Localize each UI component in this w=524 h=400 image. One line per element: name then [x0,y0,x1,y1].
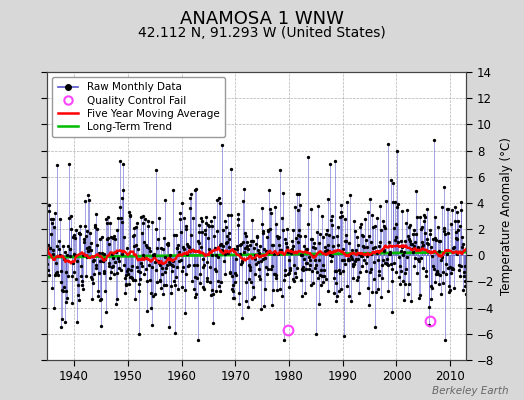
Y-axis label: Temperature Anomaly (°C): Temperature Anomaly (°C) [500,137,512,295]
Legend: Raw Monthly Data, Quality Control Fail, Five Year Moving Average, Long-Term Tren: Raw Monthly Data, Quality Control Fail, … [52,77,225,137]
Text: 42.112 N, 91.293 W (United States): 42.112 N, 91.293 W (United States) [138,26,386,40]
Text: Berkeley Earth: Berkeley Earth [432,386,508,396]
Text: ANAMOSA 1 WNW: ANAMOSA 1 WNW [180,10,344,28]
